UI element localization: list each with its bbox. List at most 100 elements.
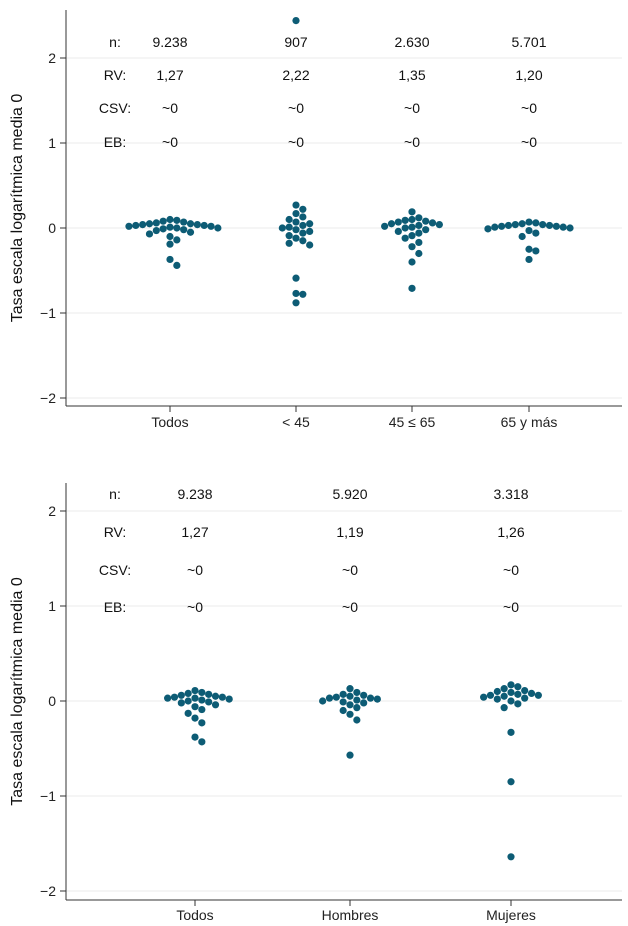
data-point bbox=[166, 215, 174, 224]
data-point bbox=[480, 693, 488, 701]
data-point bbox=[299, 290, 307, 298]
chart-panel-1: −2 −1 0 1 2 Tasa escala logarítmica media 0 To… bbox=[9, 10, 622, 430]
data-point bbox=[428, 219, 437, 227]
data-point bbox=[507, 688, 515, 697]
data-point bbox=[408, 243, 416, 251]
y-tick-label: 1 bbox=[48, 598, 56, 614]
data-point bbox=[299, 229, 307, 237]
stat-value: ~0 bbox=[162, 134, 178, 150]
data-point bbox=[401, 224, 409, 232]
data-point bbox=[173, 216, 181, 224]
data-point bbox=[514, 683, 522, 691]
data-point bbox=[525, 218, 533, 226]
y-axis-title: Tasa escala logarítmica media 0 bbox=[9, 577, 26, 806]
y-tick-label: 0 bbox=[48, 693, 56, 709]
data-point bbox=[422, 226, 430, 234]
stat-value: 5.701 bbox=[511, 34, 546, 50]
data-point bbox=[507, 681, 515, 689]
stat-value: ~0 bbox=[288, 134, 304, 150]
data-point bbox=[353, 704, 361, 712]
data-point bbox=[200, 221, 208, 230]
data-point bbox=[373, 695, 381, 703]
y-tick-label: −2 bbox=[40, 390, 56, 406]
data-point bbox=[387, 220, 396, 228]
data-point bbox=[394, 227, 402, 235]
data-point bbox=[306, 227, 314, 235]
data-point bbox=[292, 289, 300, 298]
data-point bbox=[339, 698, 347, 706]
data-point bbox=[381, 222, 389, 230]
data-point bbox=[507, 853, 515, 861]
data-point bbox=[170, 693, 179, 701]
data-point bbox=[159, 217, 167, 225]
stat-row-label: n: bbox=[109, 34, 121, 50]
data-point bbox=[292, 17, 300, 25]
y-tick-label: 1 bbox=[48, 135, 56, 151]
data-point bbox=[218, 693, 226, 701]
data-point bbox=[299, 221, 307, 230]
data-point bbox=[292, 226, 300, 234]
data-point bbox=[299, 237, 307, 245]
data-point bbox=[306, 220, 314, 228]
y-tick-label: −1 bbox=[40, 788, 56, 804]
stat-row-label: RV: bbox=[104, 67, 127, 83]
stat-value: ~0 bbox=[342, 599, 358, 615]
data-point bbox=[518, 232, 526, 241]
data-point bbox=[285, 232, 293, 240]
data-point bbox=[484, 225, 492, 233]
data-point bbox=[285, 215, 293, 224]
x-tick-label: < 45 bbox=[282, 414, 310, 430]
chart-panel-2: −2 −1 0 1 2 Tasa escala logarítmica media 0 To… bbox=[9, 483, 622, 923]
y-tick-label: 2 bbox=[48, 503, 56, 519]
data-point bbox=[539, 221, 547, 229]
data-point bbox=[198, 696, 206, 704]
data-point bbox=[166, 232, 174, 241]
x-tick-label: Todos bbox=[151, 414, 188, 430]
data-point bbox=[139, 221, 147, 229]
data-point bbox=[415, 229, 423, 237]
stat-value: 1,35 bbox=[398, 67, 425, 83]
data-point bbox=[415, 238, 423, 247]
stat-row-label: n: bbox=[109, 486, 121, 502]
data-point bbox=[166, 255, 174, 264]
y-tick-label: 0 bbox=[48, 220, 56, 236]
data-point bbox=[292, 201, 300, 209]
stat-row-label: RV: bbox=[104, 524, 127, 540]
data-point bbox=[532, 229, 540, 237]
stat-value: ~0 bbox=[162, 100, 178, 116]
data-point bbox=[299, 205, 307, 213]
data-point bbox=[394, 218, 402, 226]
data-point bbox=[353, 688, 361, 697]
data-point bbox=[507, 728, 515, 736]
data-point bbox=[193, 221, 201, 229]
stat-row-label: EB: bbox=[104, 134, 127, 150]
data-point bbox=[552, 222, 560, 230]
x-tick-label: Hombres bbox=[322, 907, 379, 923]
x-tick-label: Mujeres bbox=[486, 907, 536, 923]
data-point bbox=[435, 221, 443, 229]
data-point bbox=[401, 234, 409, 242]
data-point bbox=[360, 691, 368, 699]
data-point bbox=[493, 687, 501, 696]
data-point bbox=[325, 694, 334, 702]
data-point bbox=[525, 226, 533, 235]
x-tick-label: 65 y más bbox=[501, 414, 558, 430]
data-point bbox=[173, 224, 181, 232]
data-point bbox=[493, 695, 501, 703]
stat-value: ~0 bbox=[187, 599, 203, 615]
data-point bbox=[415, 249, 423, 258]
data-point bbox=[507, 778, 515, 786]
y-tick-label: −1 bbox=[40, 305, 56, 321]
data-point bbox=[408, 208, 416, 216]
stat-value: ~0 bbox=[342, 562, 358, 578]
data-point bbox=[545, 221, 554, 230]
data-point bbox=[504, 221, 513, 230]
stat-value: ~0 bbox=[404, 134, 420, 150]
data-point bbox=[408, 258, 416, 266]
data-point bbox=[166, 240, 174, 248]
data-point bbox=[159, 225, 167, 233]
stat-value: 9.238 bbox=[152, 34, 187, 50]
data-point bbox=[152, 219, 160, 227]
data-point bbox=[180, 218, 188, 226]
data-point bbox=[527, 689, 536, 698]
